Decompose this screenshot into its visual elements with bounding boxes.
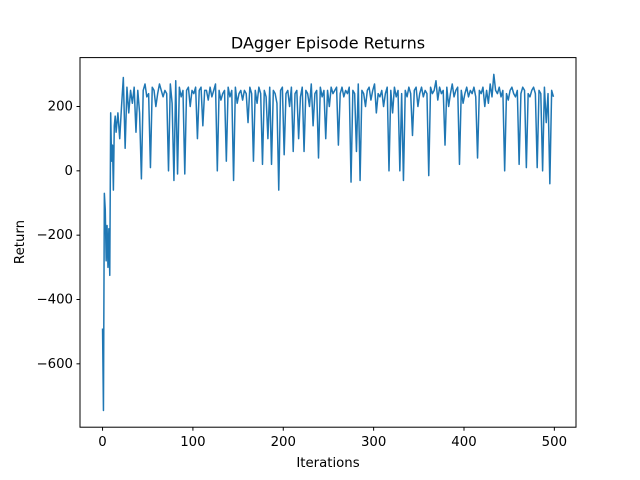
x-tick-label: 100	[180, 435, 205, 450]
data-line	[101, 73, 555, 412]
x-tick-label: 500	[542, 435, 567, 450]
axes-frame	[79, 57, 577, 428]
y-tick-label: 0	[65, 164, 73, 179]
y-tick-label: −600	[36, 357, 73, 372]
x-axis-label: Iterations	[296, 456, 359, 471]
y-tick-label: −400	[36, 292, 73, 307]
y-tick-label: 200	[48, 99, 73, 114]
y-tick-label: −200	[36, 228, 73, 243]
x-tick-label: 200	[271, 435, 296, 450]
x-tick-label: 0	[98, 435, 106, 450]
x-tick-label: 400	[451, 435, 476, 450]
x-tick-label: 300	[361, 435, 386, 450]
y-axis-label: Return	[13, 220, 28, 264]
chart-title: DAgger Episode Returns	[231, 34, 425, 53]
